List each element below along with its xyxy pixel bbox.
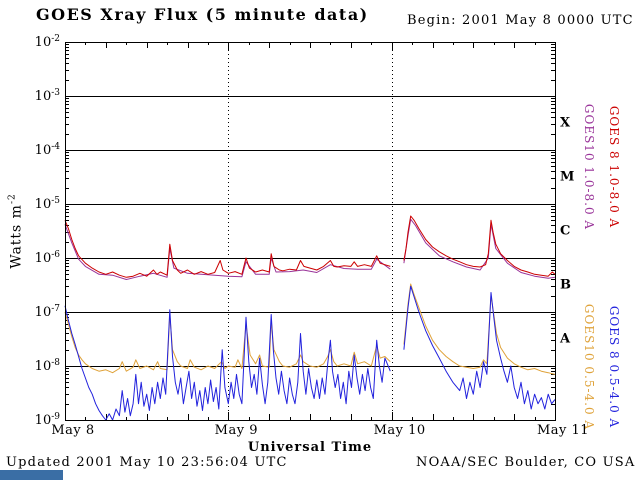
legend-goes10-short-label: GOES10 0.5-4.0 A — [582, 303, 596, 431]
series-goes10-1.0-8.0-a — [403, 218, 556, 279]
flare-class-a: A — [560, 331, 571, 347]
y-tick-label-1e-4: 10-4 — [34, 141, 60, 159]
legend-goes8-long-label: GOES 8 1.0-8.0 A — [607, 105, 621, 229]
series-goes-8-0.5-4.0-a — [403, 285, 556, 410]
flare-class-x: X — [560, 115, 571, 131]
y-tick-label-1e-3: 10-3 — [34, 87, 60, 105]
series-goes10-1.0-8.0-a — [64, 224, 391, 280]
series-goes-8-0.5-4.0-a — [64, 305, 391, 421]
flare-class-b: B — [560, 277, 571, 293]
x-axis-label: Universal Time — [247, 440, 373, 455]
series-goes-8-1.0-8.0-a — [403, 215, 556, 277]
series-goes-8-1.0-8.0-a — [64, 220, 391, 278]
legend-goes8-short-label: GOES 8 0.5-4.0 A — [607, 305, 621, 429]
bottom-left-blue-bar — [0, 470, 63, 480]
x-tick-may9: May 9 — [214, 423, 258, 438]
y-tick-label-1e-2: 10-2 — [34, 33, 60, 51]
series-goes10-0.5-4.0-a — [64, 311, 391, 374]
y-tick-label-1e-6: 10-6 — [34, 249, 60, 267]
credit-text: NOAA/SEC Boulder, CO USA — [416, 455, 636, 470]
updated-timestamp: Updated 2001 May 10 23:56:04 UTC — [6, 455, 288, 470]
x-tick-may11: May 11 — [536, 423, 590, 438]
legend-goes10-long-label: GOES10 1.0-8.0 A — [582, 103, 596, 231]
xray-flux-plot — [64, 42, 556, 421]
x-tick-may10: May 10 — [373, 423, 426, 438]
begin-timestamp: Begin: 2001 May 8 0000 UTC — [407, 13, 634, 28]
flare-class-m: M — [560, 169, 575, 185]
y-tick-label-1e-8: 10-8 — [34, 357, 60, 375]
plot-frame — [65, 42, 556, 421]
flare-class-c: C — [560, 223, 571, 239]
y-tick-label-1e-7: 10-7 — [34, 303, 60, 321]
page-title: GOES Xray Flux (5 minute data) — [36, 5, 369, 24]
y-tick-label-1e-5: 10-5 — [34, 195, 60, 213]
y-tick-label-1e-9: 10-9 — [34, 411, 60, 429]
x-tick-may8: May 8 — [51, 423, 95, 438]
series-goes10-0.5-4.0-a — [403, 283, 556, 375]
